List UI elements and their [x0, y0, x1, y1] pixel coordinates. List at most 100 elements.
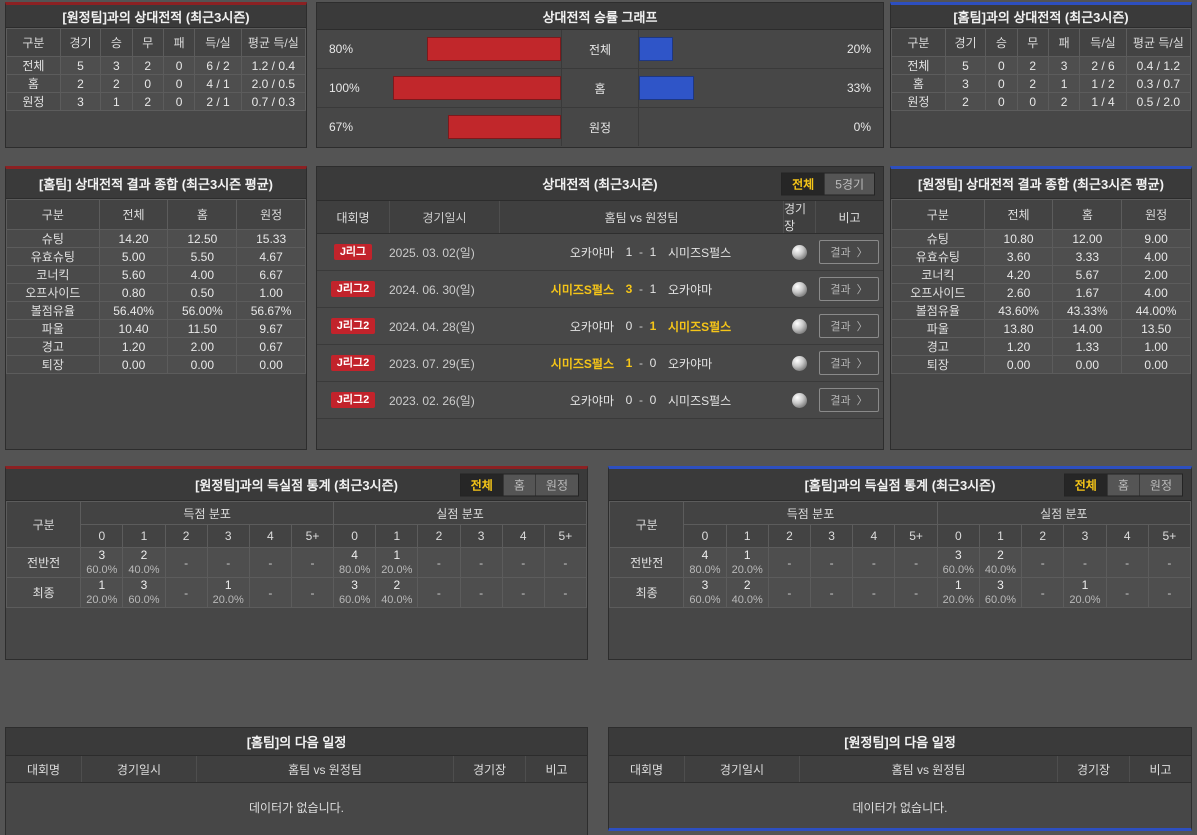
result-button[interactable]: 결과 〉: [819, 314, 879, 338]
empty-cell: -: [164, 577, 208, 608]
stat-percent: 20.0%: [731, 564, 763, 576]
result-button[interactable]: 결과 〉: [819, 277, 879, 301]
row-label: 경고: [891, 337, 985, 356]
match-row: J리그2 2024. 04. 28(일) 오카야마 0-1 시미즈S펄스 결과 〉: [317, 308, 883, 345]
stat-percent: 60.0%: [984, 594, 1017, 606]
column-header: 1: [122, 524, 166, 548]
ball-icon[interactable]: [791, 392, 807, 408]
table-cell: 12.50: [167, 229, 238, 248]
table-cell: 3: [944, 74, 987, 93]
empty-cell: -: [1105, 577, 1149, 608]
score-separator: -: [639, 356, 643, 370]
tab-all[interactable]: 전체: [460, 474, 503, 495]
tab-home[interactable]: 홈: [502, 474, 535, 495]
table-row: 최종 1 20.0% 3 60.0% - 1 20.0% - - 3 60.0% 2 40.0% - - - -: [5, 577, 588, 608]
dash-placeholder: -: [436, 585, 441, 600]
matches-header-row: 대회명 경기일시 홈팀 vs 원정팀 경기장 비고: [317, 201, 883, 234]
row-label: 코너킥: [891, 265, 985, 284]
ball-icon[interactable]: [791, 244, 807, 260]
table-row: 전체 5 3 2 0 6 / 2 1.2 / 0.4: [6, 56, 307, 75]
empty-cell: -: [1021, 577, 1065, 608]
table-cell: 56.00%: [167, 301, 238, 320]
row-label: 파울: [891, 319, 985, 338]
empty-cell: -: [164, 547, 208, 578]
score-separator: -: [639, 393, 643, 407]
chevron-right-icon: 〉: [856, 358, 868, 370]
table-cell: 0: [162, 92, 196, 111]
ball-icon[interactable]: [791, 281, 807, 297]
table-cell: 2: [59, 74, 102, 93]
bar-track: [372, 69, 561, 107]
dash-placeholder: -: [829, 555, 834, 570]
panel-title: 상대전적 승률 그래프: [317, 3, 883, 30]
column-header: 2: [164, 524, 208, 548]
home-team: 시미즈S펄스: [550, 282, 614, 297]
h2h-home-table: 구분 경기 승 무 패 득/실 평균 득/실 전체 5 0 2 3 2 / 6 0.4 / 1.2 홈 3 0 2…: [891, 28, 1192, 111]
table-cell: 1.00: [1121, 337, 1191, 356]
empty-cell: -: [894, 547, 938, 578]
row-label: 오프사이드: [891, 283, 985, 302]
table-cell: 5.67: [1052, 265, 1123, 284]
stat-count: 3: [140, 578, 148, 592]
table-row: 오프사이드 2.60 1.67 4.00: [891, 283, 1191, 302]
empty-cell: -: [206, 547, 250, 578]
panel-title: 상대전적 (최근3시즌) 전체 5경기: [317, 167, 883, 201]
dash-placeholder: -: [914, 555, 919, 570]
table-cell: 1: [1047, 74, 1081, 93]
column-header: 구분: [891, 199, 985, 230]
table-row: 유효슈팅 5.00 5.50 4.67: [6, 247, 306, 266]
result-button[interactable]: 결과 〉: [819, 240, 879, 264]
column-header-note: 비고: [525, 756, 587, 782]
stat-cell: 2 40.0%: [978, 547, 1023, 578]
ball-icon[interactable]: [791, 318, 807, 334]
result-button-label: 결과: [830, 321, 851, 333]
table-row: 코너킥 5.60 4.00 6.67: [6, 265, 306, 284]
home-score: 1: [625, 245, 633, 259]
panel-h2h-vs-away: [원정팀]과의 상대전적 (최근3시즌) 구분 경기 승 무 패 득/실 평균 득/실 전체 5…: [5, 2, 307, 148]
table-cell: 2.0 / 0.5: [240, 74, 307, 93]
tab-away[interactable]: 원정: [1138, 474, 1182, 495]
column-header: 3: [810, 524, 854, 548]
empty-cell: -: [810, 547, 854, 578]
row-label: 슈팅: [891, 229, 985, 248]
stat-cell: 2 40.0%: [725, 577, 769, 608]
data-table: 구분 경기 승 무 패 득/실 평균 득/실 전체 5 0 2 3 2 / 6 0.4 / 1.2 홈 3 0 2…: [891, 28, 1192, 111]
ball-icon[interactable]: [791, 355, 807, 371]
row-label: 파울: [6, 319, 100, 338]
result-button[interactable]: 결과 〉: [819, 351, 879, 375]
empty-cell: -: [248, 547, 292, 578]
stat-percent: 20.0%: [86, 594, 118, 606]
table-cell: 2.60: [983, 283, 1054, 302]
table-cell: 2: [944, 92, 987, 111]
dash-placeholder: -: [310, 585, 315, 600]
tab-5games[interactable]: 5경기: [824, 173, 874, 194]
header-cols-row: 0 1 2 3 4 5+ 0 1 2 3 4 5+: [610, 524, 1192, 548]
column-header-note: 비고: [815, 201, 883, 233]
result-button[interactable]: 결과 〉: [819, 388, 879, 412]
left-percent-label: 67%: [329, 120, 354, 134]
empty-cell: -: [1021, 547, 1065, 578]
row-label: 퇴장: [6, 355, 100, 374]
stat-percent: 80.0%: [689, 564, 721, 576]
column-header: 2: [417, 524, 461, 548]
table-cell: 1.2 / 0.4: [240, 56, 307, 75]
column-header-venue: 경기장: [783, 201, 815, 233]
empty-cell: -: [1147, 577, 1192, 608]
chevron-right-icon: 〉: [856, 321, 868, 333]
column-header: 전체: [98, 199, 169, 230]
table-cell: 2.00: [167, 337, 238, 356]
match-score: 1-0: [614, 356, 668, 370]
red-bar: [426, 37, 561, 61]
tab-home[interactable]: 홈: [1106, 474, 1139, 495]
table-row: 슈팅 14.20 12.50 15.33: [6, 229, 306, 248]
tab-away[interactable]: 원정: [534, 474, 578, 495]
panel-title: [홈팀] 상대전적 결과 종합 (최근3시즌 평균): [6, 169, 306, 199]
dash-placeholder: -: [871, 555, 876, 570]
panel-title: [원정팀]과의 득실점 통계 (최근3시즌) 전체 홈 원정: [6, 469, 587, 501]
tab-all[interactable]: 전체: [1064, 474, 1107, 495]
table-cell: 0.67: [236, 337, 306, 356]
tab-all[interactable]: 전체: [782, 173, 825, 194]
table-cell: 1 / 4: [1079, 92, 1127, 111]
